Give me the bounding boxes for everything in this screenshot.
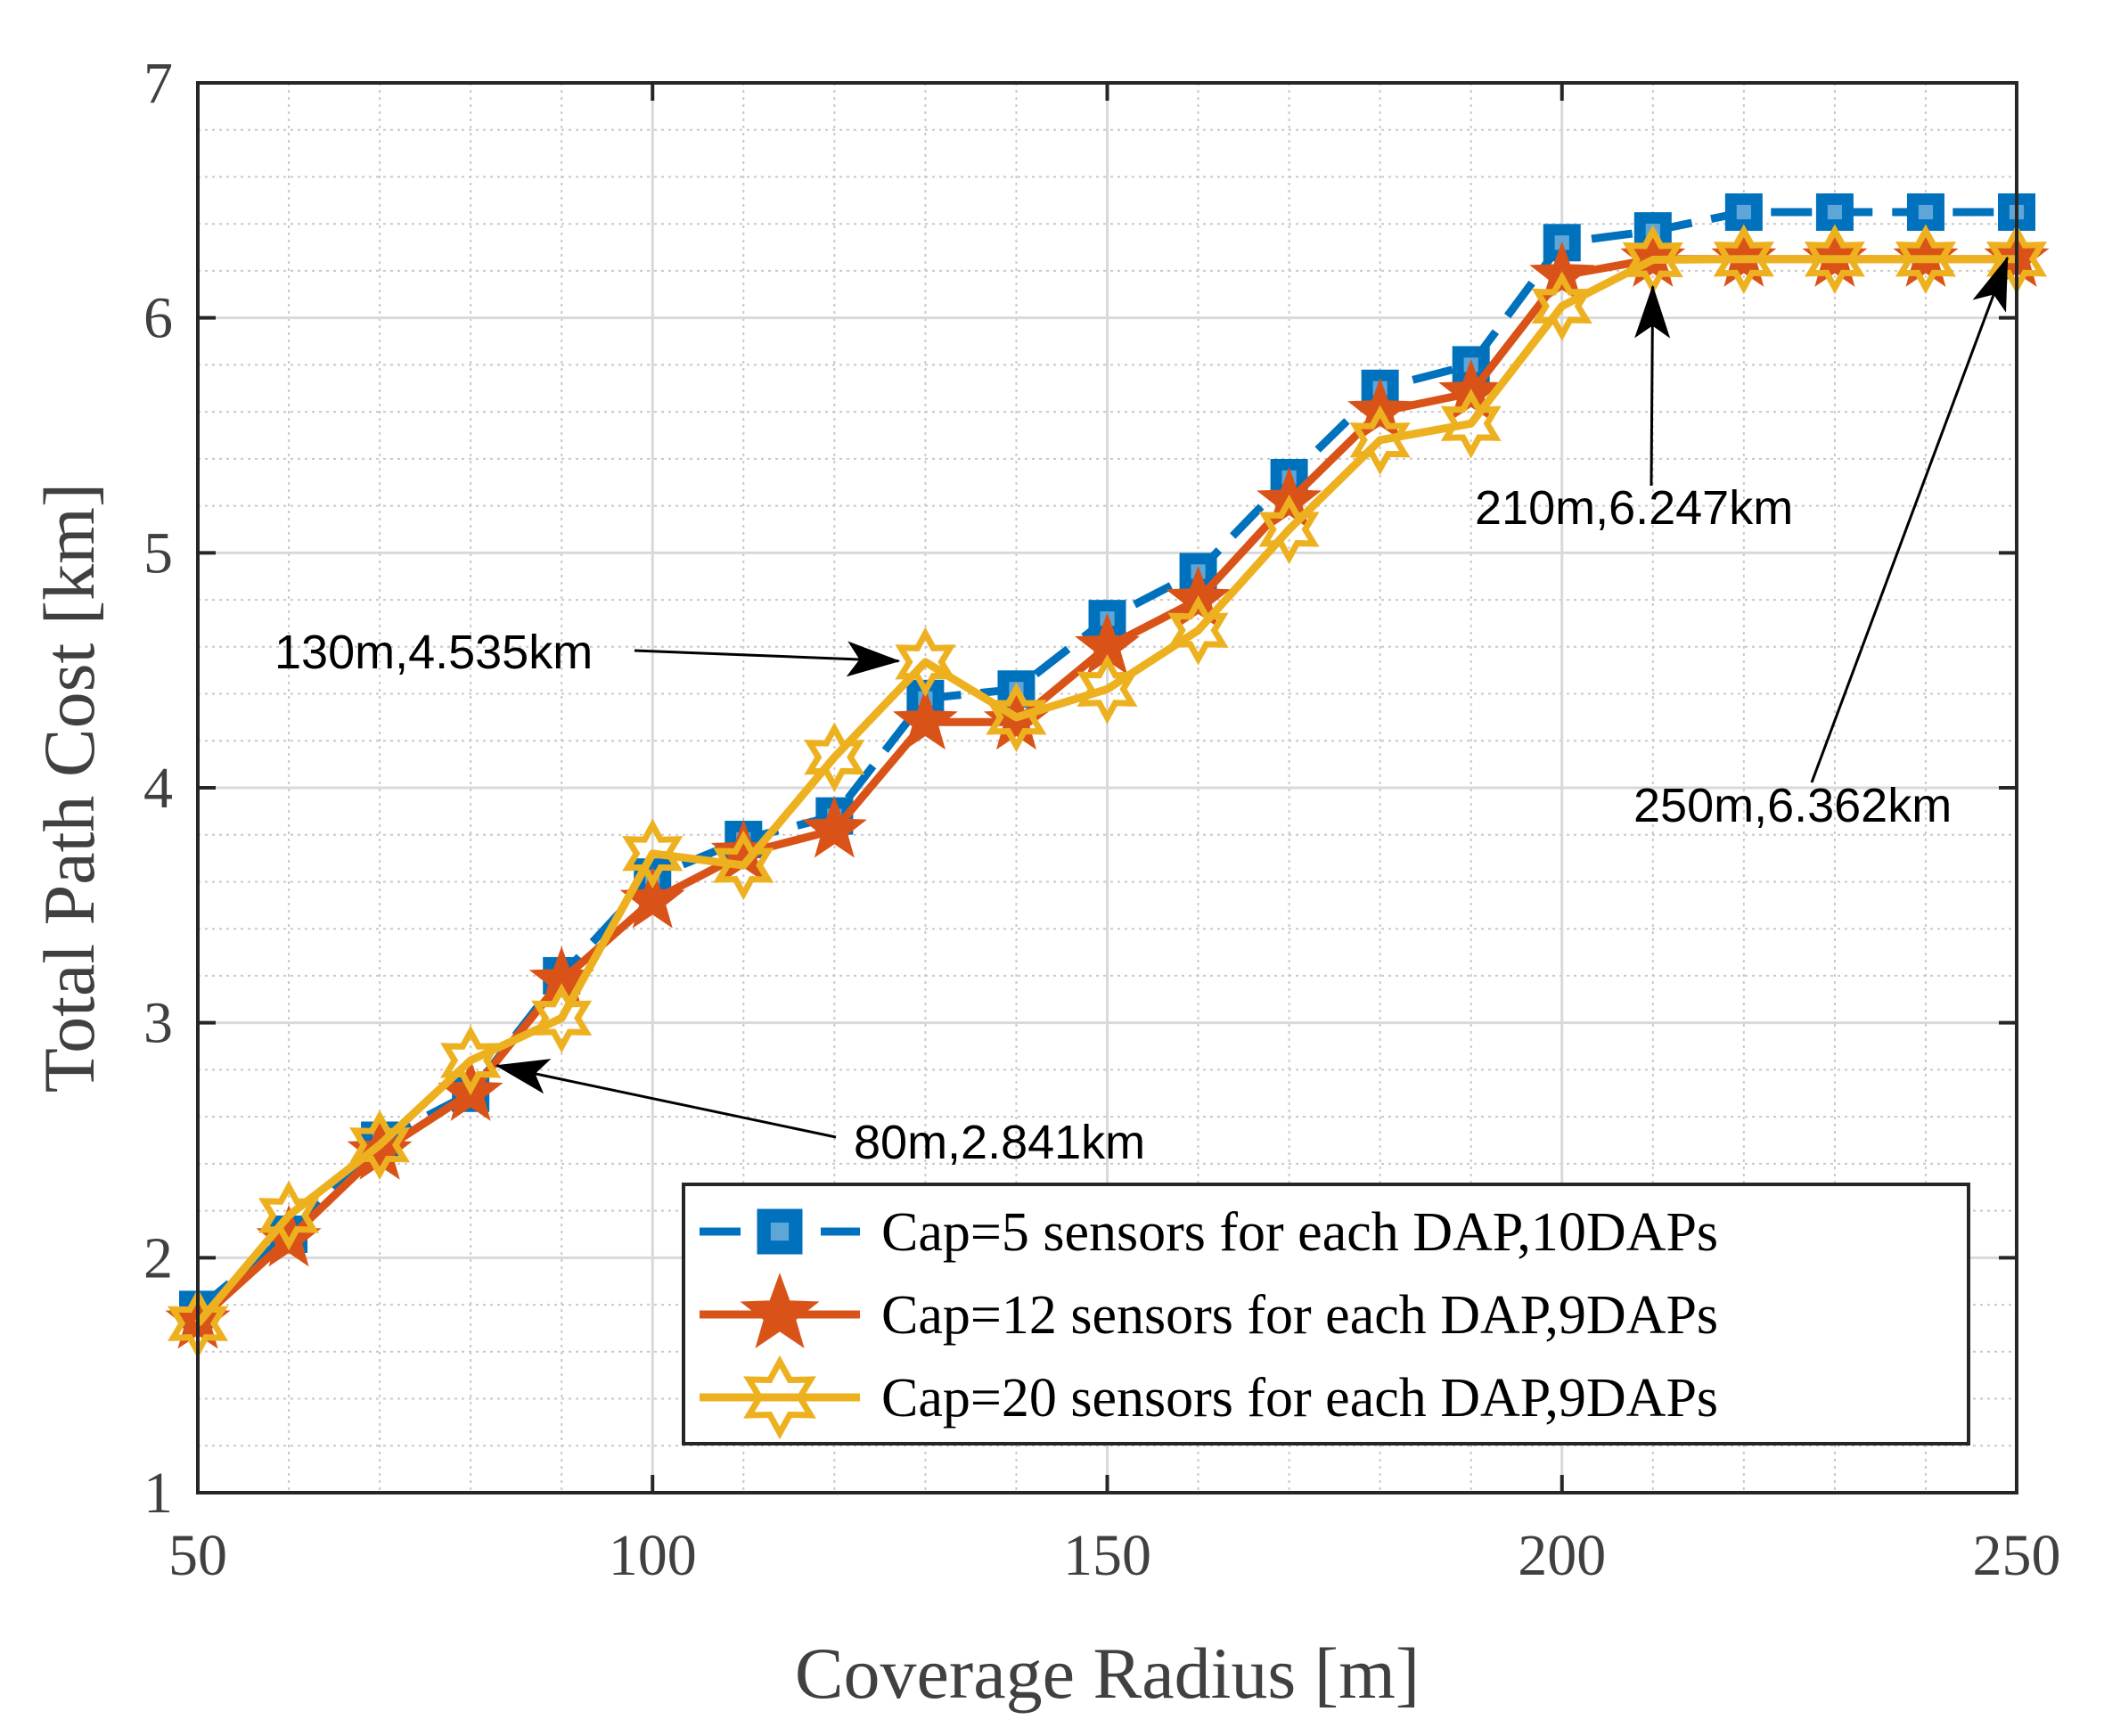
data-point-s3 — [1531, 271, 1592, 341]
data-point-s3 — [1167, 594, 1229, 666]
data-point-s3 — [349, 1110, 411, 1181]
y-tick-label: 2 — [143, 1225, 173, 1290]
data-point-s3 — [713, 830, 774, 901]
series-line-3 — [194, 255, 2017, 1327]
legend-label-3: Cap=20 sensors for each DAP,9DAPs — [881, 1368, 1718, 1429]
annotation-arrow — [1634, 284, 1671, 487]
annotation-arrow — [1810, 256, 2009, 783]
data-point-s1-inner — [1827, 204, 1842, 220]
annotation-label: 80m,2.841km — [854, 1116, 1145, 1169]
data-point-s3 — [1440, 389, 1502, 459]
legend-marker-3 — [743, 1355, 816, 1440]
data-point-s3 — [622, 818, 684, 889]
legend-label-2: Cap=12 sensors for each DAP,9DAPs — [881, 1285, 1718, 1346]
data-point-s3 — [1895, 224, 1957, 295]
y-tick-label: 3 — [143, 991, 173, 1056]
legend-marker-2 — [740, 1273, 820, 1348]
annotation-arrow — [634, 641, 901, 677]
data-point-s3 — [1349, 405, 1411, 476]
x-tick-label: 200 — [1518, 1523, 1606, 1588]
data-point-s3 — [1077, 654, 1138, 725]
x-axis-label: Coverage Radius [m] — [795, 1633, 1420, 1714]
data-point-s3 — [804, 722, 865, 792]
data-point-s1-inner — [1918, 204, 1934, 220]
x-tick-label: 150 — [1063, 1523, 1151, 1588]
series-group — [165, 193, 2050, 1359]
y-tick-label: 6 — [143, 286, 173, 351]
legend-marker-1-inner — [770, 1222, 790, 1241]
data-point-s3 — [531, 983, 593, 1053]
data-point-s3 — [440, 1025, 502, 1096]
data-point-s2 — [801, 796, 867, 858]
legend-box — [682, 1183, 1970, 1445]
annotation-label: 130m,4.535km — [274, 626, 593, 679]
legend-label-1: Cap=5 sensors for each DAP,10DAPs — [881, 1202, 1718, 1263]
data-point-s3 — [895, 626, 956, 698]
data-point-s3 — [258, 1180, 320, 1251]
data-point-s2 — [892, 687, 958, 750]
legend: Cap=5 sensors for each DAP,10DAPs Cap=12 … — [682, 1183, 1970, 1445]
x-tick-label: 100 — [609, 1523, 697, 1588]
y-tick-label: 7 — [143, 51, 173, 116]
data-point-s3 — [1258, 494, 1320, 565]
series-3 — [167, 224, 2048, 1359]
y-tick-label: 4 — [143, 756, 173, 821]
y-tick-label: 5 — [143, 520, 173, 585]
annotation-arrow — [495, 1059, 837, 1139]
y-axis-label: Total Path Cost [km] — [29, 483, 110, 1093]
annotations: 130m,4.535km 210m,6.247km 250m,6.362km 80m,… — [274, 256, 2009, 1169]
x-tick-label: 50 — [168, 1523, 227, 1588]
tick-labels: 50 100 150 200 250 1 2 3 4 5 6 7 — [143, 51, 2061, 1588]
annotation-label: 210m,6.247km — [1475, 481, 1793, 535]
y-tick-label: 1 — [143, 1461, 173, 1526]
data-point-s1-inner — [1736, 204, 1751, 220]
data-point-s3 — [1804, 224, 1865, 295]
data-point-s3 — [986, 682, 1047, 753]
x-tick-label: 250 — [1973, 1523, 2061, 1588]
legend-marker-1 — [757, 1208, 803, 1255]
data-point-s3 — [1713, 224, 1774, 295]
annotation-label: 250m,6.362km — [1633, 779, 1952, 832]
axes-frame — [196, 81, 2018, 1494]
